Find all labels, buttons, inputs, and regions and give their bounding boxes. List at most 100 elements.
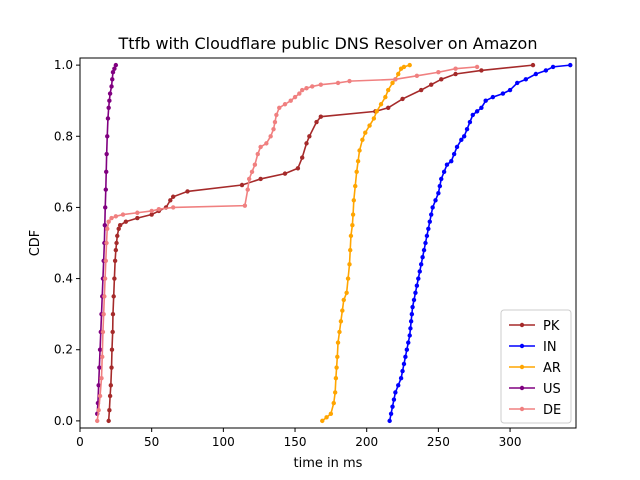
data-point [107, 91, 113, 96]
data-point [406, 340, 411, 345]
data-point [103, 187, 109, 192]
data-point [420, 255, 425, 260]
data-point [401, 361, 407, 367]
data-point [99, 375, 104, 381]
data-point [304, 86, 309, 91]
data-point [96, 383, 101, 388]
data-point [300, 155, 305, 160]
data-point [474, 109, 480, 114]
x-tick-label: 250 [427, 435, 450, 449]
data-point [107, 98, 112, 103]
data-point [490, 94, 496, 100]
plot-area [95, 62, 573, 424]
data-point [470, 112, 475, 118]
data-point [103, 205, 108, 210]
data-point [107, 408, 112, 413]
data-point [374, 109, 379, 114]
data-point [300, 87, 305, 93]
data-point [114, 240, 119, 246]
data-point [367, 123, 372, 128]
data-point [310, 84, 315, 89]
data-point [110, 77, 115, 82]
data-point [427, 219, 432, 224]
data-point [314, 119, 319, 125]
data-point [414, 73, 420, 78]
data-point [393, 390, 398, 395]
data-point [391, 397, 397, 402]
data-point [106, 105, 111, 111]
data-point [107, 393, 113, 399]
data-point [483, 98, 488, 103]
data-point [102, 223, 108, 228]
data-point [104, 169, 109, 175]
data-point [304, 141, 309, 146]
data-point [353, 183, 358, 189]
data-point [288, 98, 293, 103]
data-point [453, 71, 458, 77]
data-point [451, 151, 457, 157]
data-point [350, 212, 356, 217]
legend: PK IN AR US DE [500, 309, 572, 424]
data-point [109, 215, 114, 221]
data-point [274, 112, 279, 118]
data-point [112, 276, 117, 281]
data-point [500, 91, 506, 96]
data-point [430, 205, 435, 210]
legend-item-pk: PK [509, 319, 560, 334]
data-point [239, 182, 245, 188]
data-point [404, 347, 410, 352]
y-tick-label: 0.2 [54, 343, 73, 357]
data-point [103, 258, 109, 263]
data-point [110, 70, 116, 75]
data-point [459, 137, 464, 143]
data-point [461, 134, 467, 139]
data-point [246, 176, 252, 182]
series-line-pk [107, 64, 534, 421]
data-point [106, 219, 111, 224]
data-point [338, 319, 344, 324]
data-point [360, 137, 365, 143]
data-point [393, 77, 398, 82]
data-point [355, 158, 361, 164]
x-tick-label: 100 [212, 435, 235, 449]
data-point [100, 329, 106, 335]
data-point [378, 102, 384, 107]
data-point [523, 77, 529, 82]
data-point [436, 190, 441, 196]
data-point [105, 134, 110, 139]
data-point [371, 116, 377, 121]
data-point [324, 415, 329, 420]
data-point [277, 105, 282, 111]
data-point [416, 276, 421, 281]
data-point [409, 311, 415, 317]
data-point [106, 418, 111, 424]
data-point [449, 158, 454, 164]
data-point [417, 269, 422, 274]
legend-item-us: US [509, 382, 561, 397]
data-point [258, 144, 263, 150]
data-point [426, 226, 431, 231]
data-point [400, 96, 405, 102]
legend-label: US [543, 382, 561, 397]
data-point [444, 162, 450, 167]
y-axis-label: CDF [28, 230, 43, 257]
legend-item-in: IN [509, 340, 557, 355]
data-point [113, 214, 119, 219]
data-point [437, 183, 443, 189]
y-tick-label: 0.4 [54, 272, 73, 286]
axes-frame [79, 57, 577, 429]
data-point [102, 276, 108, 281]
data-point [429, 82, 434, 87]
data-point [408, 326, 413, 331]
x-tick-label: 150 [284, 435, 307, 449]
data-point [386, 87, 391, 93]
data-point [170, 194, 176, 199]
data-point [408, 319, 414, 324]
data-point [307, 134, 312, 139]
data-point [109, 347, 115, 352]
data-point [333, 375, 339, 381]
series-ar [320, 62, 412, 424]
data-point [185, 189, 190, 194]
data-point [97, 347, 103, 352]
data-point [345, 276, 351, 281]
